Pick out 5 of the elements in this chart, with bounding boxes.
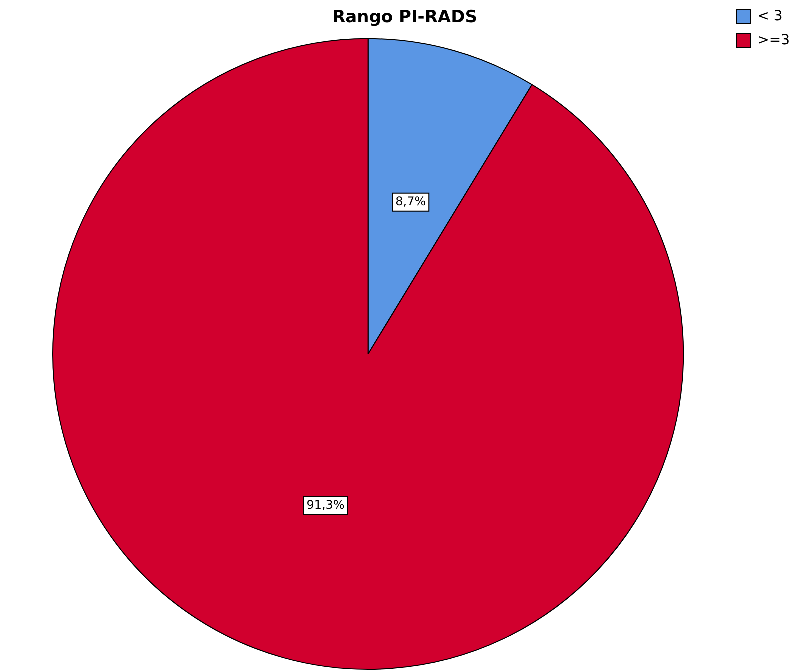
data-label: 8,7% xyxy=(396,194,426,209)
legend-label: < 3 xyxy=(758,8,783,25)
legend-label: >=3 xyxy=(758,32,790,49)
data-label: 91,3% xyxy=(306,498,345,512)
chart-title: Rango PI-RADS xyxy=(332,8,478,28)
